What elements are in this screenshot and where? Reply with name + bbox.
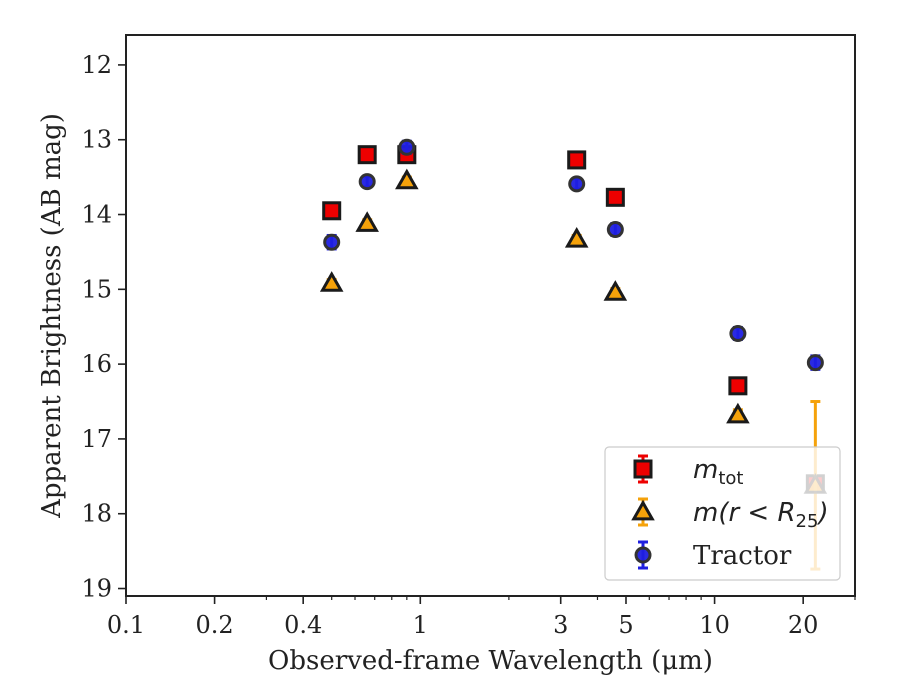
x-tick-label: 0.2 [196,611,234,639]
triangle-point [603,280,628,301]
legend-label-subscript: 25 [796,511,819,532]
legend-label-main: Tractor [693,541,792,571]
series-circle [323,138,824,372]
y-axis-label: Apparent Brightness (AB mag) [37,113,67,519]
y-tick-label: 12 [81,51,112,79]
x-axis-label: Observed-frame Wavelength (μm) [268,646,713,676]
square-point [567,150,587,170]
y-tick-label: 16 [81,350,112,378]
legend-label-suffix: ) [816,498,828,528]
triangle-point [395,168,419,190]
legend: mtot m(r < R25) Tractor [604,446,841,581]
circle-point [729,324,747,342]
square-point [357,145,377,165]
legend-box [604,446,841,581]
circle-point [358,173,376,191]
triangle-point [355,211,379,232]
x-tick-label: 1 [413,611,428,639]
y-tick-label: 19 [81,575,112,603]
circle-point [806,354,824,372]
y-tick-label: 17 [81,425,112,453]
circle-point [568,175,586,193]
legend-label-subscript: tot [718,468,743,489]
legend-triangle-marker [631,499,655,521]
x-tick-label: 5 [618,611,633,639]
triangle-point [726,402,750,424]
square-point [322,201,342,221]
triangle-point [319,271,344,292]
triangle-point [564,226,589,248]
x-tick-label: 0.4 [284,611,322,639]
legend-square-marker [633,459,653,479]
y-tick-label: 18 [81,500,112,528]
series-square [322,145,825,494]
circle-point [398,138,416,156]
legend-label-circle: Tractor [693,541,792,571]
x-tick-label: 20 [788,611,819,639]
x-tick-label: 10 [699,611,730,639]
legend-label-main: m(r < R [693,498,796,528]
legend-label-main: m [693,455,718,485]
square-point [728,376,748,396]
x-tick-label: 0.1 [107,611,145,639]
legend-circle-marker [634,546,652,564]
y-tick-label: 15 [81,275,112,303]
x-tick-label: 3 [553,611,568,639]
plot-frame [125,34,856,597]
circle-point [606,220,624,238]
square-point [605,187,625,207]
legend-label-square: mtot [693,455,743,489]
y-tick-label: 13 [81,126,112,154]
y-tick-label: 14 [81,201,112,229]
circle-point [323,233,341,251]
legend-label-triangle: m(r < R25) [693,498,829,532]
